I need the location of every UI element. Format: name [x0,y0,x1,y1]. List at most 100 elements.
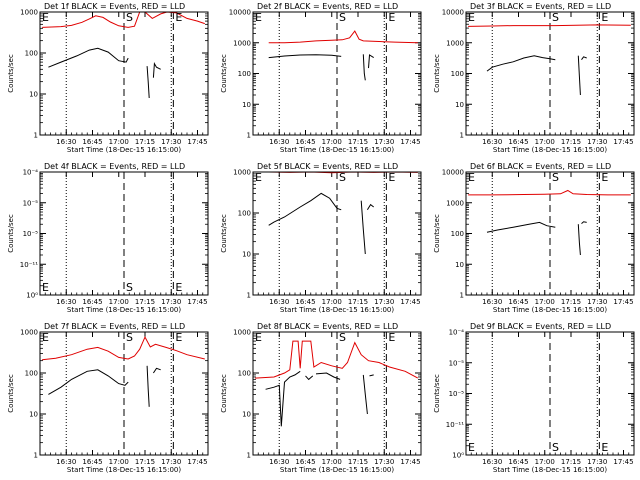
event-marker-label: E [388,331,395,344]
event-marker-label: E [42,11,49,24]
events-series-line [362,374,368,415]
x-axis-label: Start Time (18-Dec-15 16:15:00) [67,146,181,154]
x-tick-label: 17:30 [161,138,181,146]
y-axis-label: Counts/sec [7,54,15,93]
panel-title: Det 3f BLACK = Events, RED = LLD [470,2,611,11]
y-tick-label: 10000 [442,9,464,17]
panel-det-5: Det 5f BLACK = Events, RED = LLD 16:30 16:… [220,162,422,314]
event-marker-label: E [468,441,475,454]
x-tick-label: 17:45 [187,458,207,466]
x-tick-label: 17:00 [322,298,342,306]
panel-det-3: Det 3f BLACK = Events, RED = LLD 16:30 16:… [433,2,635,154]
events-series-line [581,221,587,224]
panel-title: Det 1f BLACK = Events, RED = LLD [44,2,185,11]
y-tick-label: 10⁻⁵ [23,230,39,238]
x-tick-label: 17:30 [587,138,607,146]
y-tick-label: 1000 [233,39,251,47]
plot-frame [465,11,635,136]
y-tick-label: 10⁻⁵ [449,390,465,398]
plot-frame [39,331,209,456]
y-tick-label: 100 [238,70,251,78]
y-tick-label: 1000 [20,329,38,337]
y-tick-label: 10⁻¹¹ [446,421,464,429]
y-axis-label: Counts/sec [433,374,441,413]
y-tick-label: 10 [29,91,38,99]
events-series-line [577,224,581,256]
x-tick-label: 17:30 [161,298,181,306]
event-marker-label: S [339,11,346,24]
x-tick-label: 17:15 [561,138,581,146]
x-tick-label: 17:15 [348,298,368,306]
plot-frame [465,331,635,456]
x-axis-label: Start Time (18-Dec-15 16:15:00) [67,466,181,474]
event-marker-label: E [42,331,49,344]
event-marker-label: E [388,11,395,24]
y-tick-label: 10⁰ [26,292,38,300]
x-tick-label: 16:45 [508,298,528,306]
y-tick-label: 1 [34,132,38,140]
panel-det-9: Det 9f BLACK = Events, RED = LLD 16:30 16:… [433,322,635,474]
panel-det-7: Det 7f BLACK = Events, RED = LLD 16:30 16:… [7,322,209,474]
x-tick-label: 16:30 [56,138,76,146]
x-tick-label: 17:45 [613,458,633,466]
y-tick-label: 10 [242,101,251,109]
y-tick-label: 10⁻⁴ [449,329,465,337]
x-tick-label: 16:45 [82,138,102,146]
x-tick-label: 16:45 [295,138,315,146]
events-series-line [268,54,342,59]
events-series-line [48,369,129,395]
x-tick-label: 17:00 [535,298,555,306]
y-tick-label: 1000 [233,329,251,337]
y-tick-label: 100 [25,370,38,378]
x-tick-label: 17:00 [109,458,129,466]
events-series-line [146,365,150,407]
x-tick-label: 16:45 [82,298,102,306]
event-marker-label: E [175,11,182,24]
event-marker-label: S [552,11,559,24]
y-tick-label: 1 [247,132,251,140]
events-series-line [152,61,161,78]
events-series-line [366,203,375,211]
event-marker-label: E [255,11,262,24]
y-tick-label: 10 [455,101,464,109]
x-tick-label: 17:30 [374,458,394,466]
panel-title: Det 5f BLACK = Events, RED = LLD [257,162,398,171]
x-tick-label: 17:45 [400,298,420,306]
x-tick-label: 16:45 [295,298,315,306]
event-marker-label: E [255,171,262,184]
event-marker-label: E [601,11,608,24]
events-series-line [581,56,587,60]
x-tick-label: 17:15 [348,138,368,146]
x-axis-label: Start Time (18-Dec-15 16:15:00) [280,466,394,474]
plot-frame [252,331,422,456]
y-axis-label: Counts/sec [220,374,228,413]
x-tick-label: 17:30 [587,298,607,306]
events-series-line [146,66,150,99]
x-tick-label: 16:45 [295,458,315,466]
panel-title: Det 6f BLACK = Events, RED = LLD [470,162,611,171]
panel-title: Det 8f BLACK = Events, RED = LLD [257,322,398,331]
plot-frame [465,171,635,296]
plot-frame [39,171,209,296]
x-tick-label: 17:30 [374,298,394,306]
panel-title: Det 7f BLACK = Events, RED = LLD [44,322,185,331]
x-axis-label: Start Time (18-Dec-15 16:15:00) [493,146,607,154]
lld-series-line [42,11,205,28]
y-axis-label: Counts/sec [7,374,15,413]
x-axis-label: Start Time (18-Dec-15 16:15:00) [67,306,181,314]
x-tick-label: 17:00 [322,458,342,466]
x-tick-label: 17:30 [374,138,394,146]
y-tick-label: 100 [238,210,251,218]
x-tick-label: 17:15 [135,138,155,146]
y-tick-label: 1000 [233,169,251,177]
event-marker-label: E [601,171,608,184]
event-marker-label: S [126,331,133,344]
y-axis-label: Counts/sec [433,54,441,93]
events-series-line [305,375,314,381]
plot-frame [252,11,422,136]
x-tick-label: 17:15 [561,458,581,466]
y-tick-label: 1 [34,452,38,460]
x-tick-label: 17:45 [613,138,633,146]
y-tick-label: 1 [460,292,464,300]
